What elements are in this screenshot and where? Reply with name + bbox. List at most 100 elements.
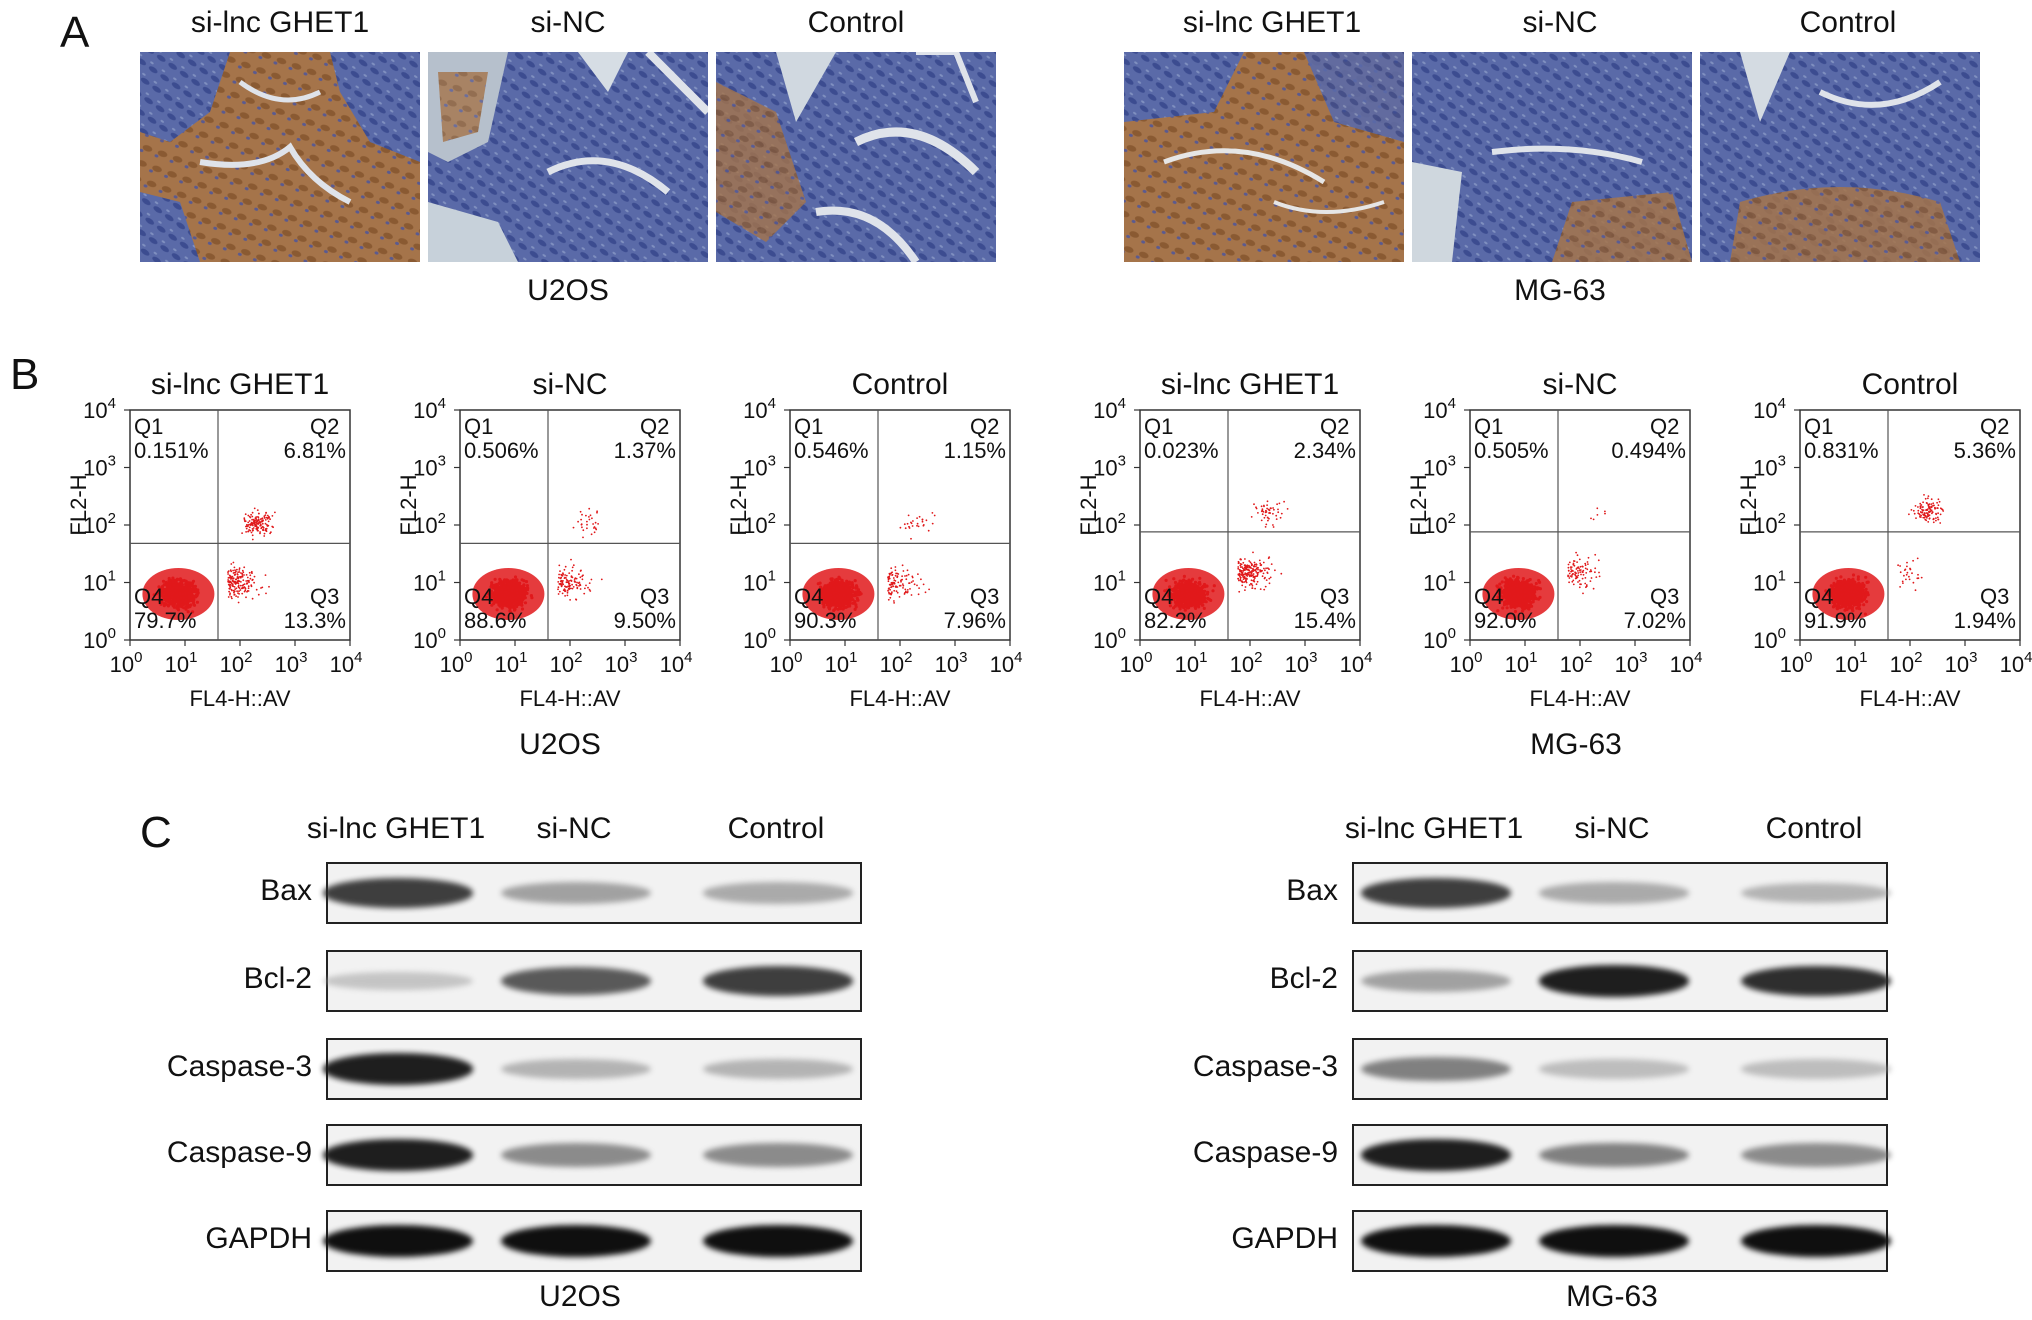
quadrant-label-q4: Q4 <box>1804 584 1833 609</box>
x-tick-label: 104 <box>1340 649 1373 677</box>
x-tick-label: 100 <box>110 649 143 677</box>
x-tick-label: 100 <box>440 649 473 677</box>
quadrant-value-q4: 92.0% <box>1474 608 1536 633</box>
quadrant-label-q3: Q3 <box>970 584 999 609</box>
panel-a-letter: A <box>60 8 90 57</box>
y-tick-label: 104 <box>1423 395 1456 423</box>
quadrant-label-q2: Q2 <box>970 414 999 439</box>
quadrant-value-q2: 2.34% <box>1294 438 1356 463</box>
blot-band <box>1539 1225 1689 1257</box>
blot-strip-mg-63-bax <box>1352 862 1891 924</box>
blot-band <box>323 1225 473 1257</box>
blot-band <box>1741 1143 1891 1167</box>
y-tick-label: 101 <box>1093 568 1126 596</box>
y-tick-label: 100 <box>83 625 116 653</box>
panel-b-mg63-cell-line: MG-63 <box>1530 728 1622 761</box>
flow-events <box>472 507 603 620</box>
blot-label-caspase-3: Caspase-3 <box>166 1050 312 1083</box>
panel-a-u2os-cell-line: U2OS <box>527 274 609 307</box>
blot-band <box>501 967 651 995</box>
y-axis-label: FL2-H <box>396 474 421 535</box>
x-tick-label: 104 <box>990 649 1023 677</box>
x-tick-label: 103 <box>605 649 638 677</box>
y-axis-label: FL2-H <box>1406 474 1431 535</box>
blot-label-bcl-2: Bcl-2 <box>1269 962 1338 995</box>
x-tick-label: 100 <box>1120 649 1153 677</box>
panel-a-mg63-label-1: si-lnc GHET1 <box>1182 6 1362 39</box>
x-tick-label: 101 <box>495 649 528 677</box>
x-tick-label: 103 <box>1945 649 1978 677</box>
x-tick-label: 100 <box>1450 649 1483 677</box>
x-tick-label: 100 <box>1780 649 1813 677</box>
panel-a-mg63-cell-line: MG-63 <box>1514 274 1606 307</box>
flow-events <box>1812 494 1945 620</box>
x-tick-label: 102 <box>220 649 253 677</box>
x-tick-label: 103 <box>935 649 968 677</box>
panel-c-mg63-lane-1: si-lnc GHET1 <box>1344 812 1524 845</box>
quadrant-label-q1: Q1 <box>1144 414 1173 439</box>
x-axis-label: FL4-H::AV <box>189 686 290 711</box>
flow-plot-title: si-NC <box>533 368 608 401</box>
blot-strip-mg-63-gapdh <box>1352 1210 1891 1272</box>
y-tick-label: 104 <box>743 395 776 423</box>
blot-band <box>323 1053 473 1085</box>
flow-plot-title: si-lnc GHET1 <box>151 368 329 401</box>
x-tick-label: 102 <box>550 649 583 677</box>
blot-band <box>1741 965 1891 997</box>
panel-b-letter: B <box>10 350 40 399</box>
y-tick-label: 100 <box>1423 625 1456 653</box>
blot-band <box>1539 965 1689 997</box>
quadrant-value-q2: 1.15% <box>944 438 1006 463</box>
blot-strip-mg-63-caspase-3 <box>1352 1038 1891 1100</box>
x-tick-label: 100 <box>770 649 803 677</box>
quadrant-value-q2: 5.36% <box>1954 438 2016 463</box>
panel-a-u2os-micrograph-3 <box>716 52 996 262</box>
blot-strip-u2os-bcl-2 <box>323 950 862 1012</box>
quadrant-value-q2: 1.37% <box>614 438 676 463</box>
blot-band <box>1741 1225 1891 1257</box>
blot-label-gapdh: GAPDH <box>1231 1222 1338 1255</box>
quadrant-value-q4: 82.2% <box>1144 608 1206 633</box>
y-tick-label: 100 <box>1753 625 1786 653</box>
quadrant-label-q1: Q1 <box>794 414 823 439</box>
quadrant-value-q4: 88.6% <box>464 608 526 633</box>
quadrant-value-q1: 0.023% <box>1144 438 1219 463</box>
blot-band <box>323 878 473 908</box>
blot-band <box>1741 882 1891 904</box>
blot-strip-u2os-caspase-9 <box>323 1124 862 1186</box>
blot-label-bax: Bax <box>260 874 312 907</box>
blot-label-bcl-2: Bcl-2 <box>243 962 312 995</box>
blot-band <box>703 1143 853 1167</box>
quadrant-value-q1: 0.505% <box>1474 438 1549 463</box>
y-tick-label: 104 <box>413 395 446 423</box>
blot-label-caspase-9: Caspase-9 <box>1192 1136 1338 1169</box>
flow-plot-mg-63-2: si-NCQ10.505%Q20.494%Q37.02%Q492.0%10010… <box>1406 368 1703 711</box>
quadrant-label-q4: Q4 <box>1144 584 1173 609</box>
blot-band <box>501 881 651 905</box>
blot-strip-u2os-gapdh <box>323 1210 862 1272</box>
y-tick-label: 101 <box>1423 568 1456 596</box>
y-tick-label: 101 <box>1753 568 1786 596</box>
quadrant-value-q3: 7.96% <box>944 608 1006 633</box>
x-tick-label: 101 <box>825 649 858 677</box>
flow-events <box>1482 507 1606 620</box>
x-tick-label: 103 <box>1615 649 1648 677</box>
flow-plot-title: Control <box>852 368 949 401</box>
blot-band <box>703 1225 853 1257</box>
x-axis-label: FL4-H::AV <box>1199 686 1300 711</box>
x-axis-label: FL4-H::AV <box>519 686 620 711</box>
y-tick-label: 104 <box>1753 395 1786 423</box>
x-tick-label: 104 <box>2000 649 2032 677</box>
blot-band <box>703 966 853 996</box>
y-tick-label: 101 <box>413 568 446 596</box>
blot-strip-mg-63-bcl-2 <box>1352 950 1891 1012</box>
panel-c-mg63-cell-line: MG-63 <box>1566 1280 1658 1313</box>
quadrant-label-q2: Q2 <box>1650 414 1679 439</box>
quadrant-label-q3: Q3 <box>1980 584 2009 609</box>
x-tick-label: 103 <box>1285 649 1318 677</box>
panel-c-mg63-lane-2: si-NC <box>1574 812 1650 845</box>
quadrant-value-q2: 0.494% <box>1611 438 1686 463</box>
x-tick-label: 104 <box>1670 649 1703 677</box>
